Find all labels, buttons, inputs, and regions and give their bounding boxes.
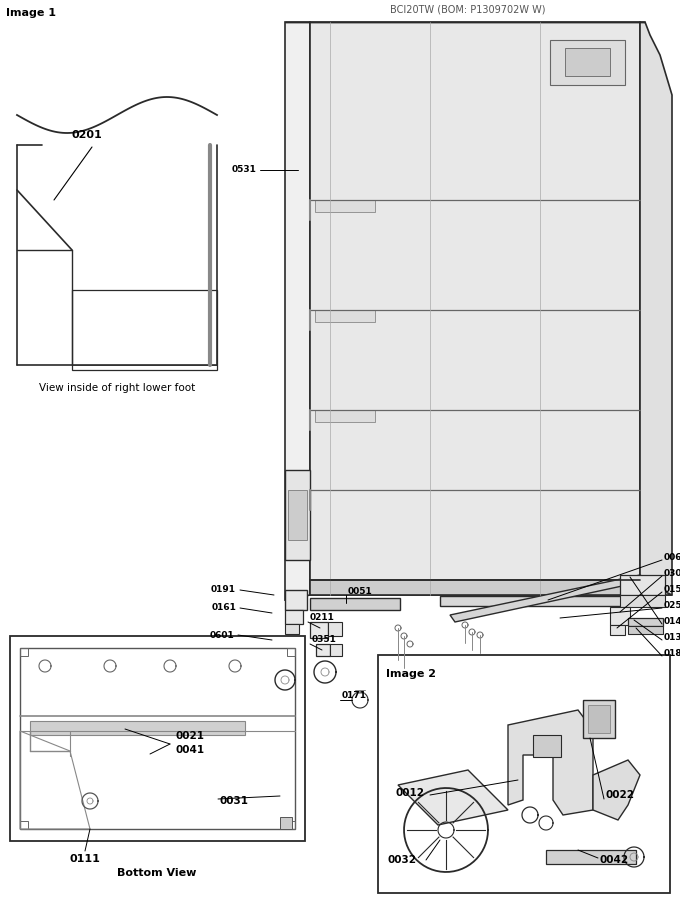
Bar (287, 821, 295, 829)
Text: 0021: 0021 (175, 731, 204, 741)
Bar (583, 700, 615, 738)
Polygon shape (450, 575, 650, 622)
Text: 0171: 0171 (342, 691, 367, 700)
Bar (316, 644, 330, 656)
Text: Bottom View: Bottom View (118, 868, 197, 878)
Text: BCI20TW (BOM: P1309702W W): BCI20TW (BOM: P1309702W W) (390, 4, 545, 14)
Text: 0012: 0012 (396, 788, 425, 798)
Bar (328, 622, 342, 636)
Polygon shape (310, 22, 640, 595)
Bar (533, 735, 561, 757)
Bar (280, 817, 292, 829)
Text: View inside of right lower foot: View inside of right lower foot (39, 383, 195, 393)
Bar (274, 654, 290, 666)
Bar (628, 626, 663, 634)
Bar (315, 310, 375, 322)
Text: 0601: 0601 (209, 630, 234, 639)
Bar (378, 655, 670, 893)
Polygon shape (285, 22, 310, 600)
Text: 0111: 0111 (69, 854, 101, 864)
Bar (287, 648, 295, 656)
Text: 0022: 0022 (606, 790, 635, 800)
Bar (620, 575, 665, 595)
Bar (565, 48, 610, 76)
Bar (315, 200, 375, 212)
Text: 0181: 0181 (664, 648, 680, 657)
Bar (440, 596, 635, 606)
Bar (546, 850, 636, 864)
Bar (285, 470, 310, 560)
Text: 0131: 0131 (664, 632, 680, 641)
Text: 0051: 0051 (348, 587, 373, 596)
Bar (285, 624, 299, 634)
Text: 0032: 0032 (388, 855, 417, 865)
Bar (72, 290, 217, 370)
Text: 0042: 0042 (600, 855, 629, 865)
Bar (310, 598, 400, 610)
Bar (30, 721, 245, 735)
Bar (278, 638, 298, 654)
Bar (20, 648, 295, 829)
Polygon shape (508, 710, 593, 815)
Text: 0201: 0201 (72, 130, 103, 140)
Polygon shape (310, 580, 672, 595)
Text: 0351: 0351 (312, 636, 337, 645)
Bar (20, 648, 28, 656)
Text: Image 1: Image 1 (6, 8, 56, 18)
Text: 0161: 0161 (211, 603, 236, 612)
Text: 0211: 0211 (310, 613, 335, 622)
Text: 0151: 0151 (664, 585, 680, 594)
Bar (315, 410, 375, 422)
Text: 0191: 0191 (211, 585, 236, 594)
Text: 0141: 0141 (664, 617, 680, 626)
Bar (628, 618, 663, 626)
Bar (10, 636, 305, 841)
Text: 0041: 0041 (175, 745, 204, 755)
Text: Image 2: Image 2 (386, 669, 436, 679)
Polygon shape (640, 22, 672, 595)
Text: 0031: 0031 (220, 796, 249, 806)
Bar (610, 607, 630, 625)
Text: 0061: 0061 (664, 552, 680, 561)
Text: 0251: 0251 (664, 601, 680, 610)
Bar (285, 590, 307, 610)
Bar (310, 622, 328, 638)
Bar (620, 595, 665, 607)
Text: 0301: 0301 (664, 568, 680, 577)
Bar (550, 40, 625, 85)
Bar (20, 821, 28, 829)
Bar (285, 610, 303, 624)
Bar (330, 644, 342, 656)
Polygon shape (398, 770, 508, 825)
Bar (588, 705, 610, 733)
Text: 0531: 0531 (231, 165, 256, 174)
Bar (610, 625, 625, 635)
Polygon shape (593, 760, 640, 820)
Bar (288, 490, 307, 540)
